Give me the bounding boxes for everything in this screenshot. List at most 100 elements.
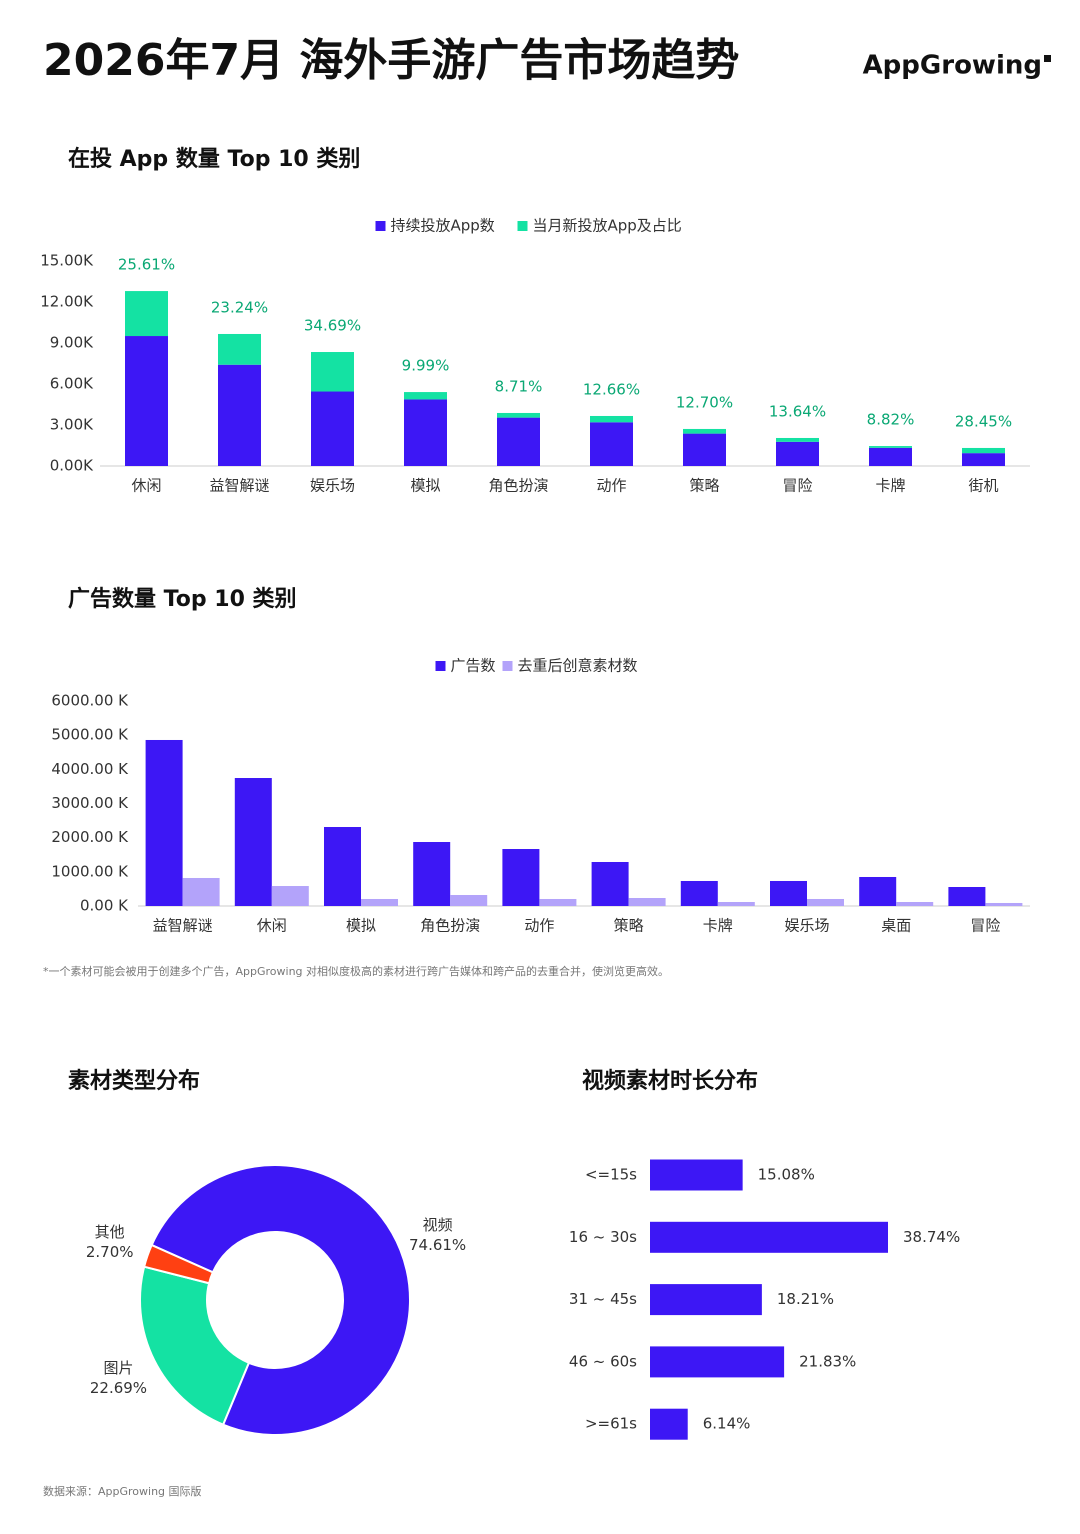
y-tick-label: 3.00K	[50, 416, 94, 434]
source: 数据来源：AppGrowing 国际版	[43, 1484, 202, 1498]
slice-label: 图片	[103, 1359, 133, 1377]
bar	[502, 849, 540, 906]
bar-segment	[962, 453, 1005, 466]
value-label: 6.14%	[703, 1415, 751, 1433]
share-label: 8.71%	[495, 377, 543, 395]
y-tick-label: 6000.00 K	[51, 692, 129, 710]
y-tick-label: 15.00K	[40, 252, 94, 270]
legend-label: 广告数	[451, 657, 496, 675]
chart-title: 视频素材时长分布	[582, 1068, 758, 1094]
bar-segment	[776, 441, 819, 466]
bar	[859, 876, 897, 906]
bar	[413, 842, 451, 906]
share-label: 13.64%	[769, 402, 826, 420]
bar	[650, 1159, 743, 1191]
chart-title: 在投 App 数量 Top 10 类别	[68, 146, 360, 172]
x-tick-label: 娱乐场	[784, 917, 829, 935]
share-label: 12.66%	[583, 380, 640, 398]
bar	[680, 880, 718, 906]
bar-segment	[683, 433, 726, 466]
bar-segment	[218, 333, 261, 365]
bar	[650, 1221, 888, 1253]
legend-label: 当月新投放App及占比	[533, 217, 682, 235]
bar	[717, 902, 755, 906]
x-tick-label: 动作	[524, 917, 554, 935]
footnote: *一个素材可能会被用于创建多个广告，AppGrowing 对相似度极高的素材进行…	[43, 964, 669, 978]
bar	[948, 887, 986, 906]
x-tick-label: 休闲	[131, 477, 161, 495]
bar-segment	[590, 415, 633, 423]
share-label: 28.45%	[955, 412, 1012, 430]
bar	[650, 1284, 762, 1316]
bar	[234, 778, 272, 906]
share-label: 8.82%	[867, 411, 915, 429]
y-tick-label: 4000.00 K	[51, 760, 129, 778]
bar-segment	[311, 352, 354, 392]
slice-value: 22.69%	[90, 1379, 147, 1397]
x-tick-label: 街机	[968, 477, 998, 495]
y-tick-label: 16 ~ 30s	[569, 1228, 637, 1246]
slice-value: 74.61%	[409, 1236, 466, 1254]
bar	[324, 827, 361, 906]
bar	[628, 898, 666, 906]
x-tick-label: 模拟	[410, 477, 440, 495]
y-tick-label: 3000.00 K	[51, 794, 129, 812]
bar-segment	[683, 428, 726, 434]
value-label: 38.74%	[903, 1228, 960, 1246]
x-tick-label: 卡牌	[703, 917, 733, 935]
value-label: 21.83%	[799, 1352, 856, 1370]
bar-segment	[218, 364, 261, 466]
bar-segment	[590, 422, 633, 466]
slice-label: 其他	[95, 1223, 125, 1241]
x-tick-label: 模拟	[346, 917, 376, 935]
share-label: 9.99%	[402, 357, 450, 375]
donut-slice	[139, 1265, 251, 1426]
y-tick-label: 5000.00 K	[51, 726, 129, 744]
slice-label: 视频	[423, 1216, 453, 1234]
y-tick-label: 46 ~ 60s	[569, 1352, 637, 1370]
slice-value: 2.70%	[86, 1243, 134, 1261]
x-tick-label: 娱乐场	[310, 477, 355, 495]
y-tick-label: 31 ~ 45s	[569, 1290, 637, 1308]
x-tick-label: 角色扮演	[420, 917, 480, 935]
bar-segment	[497, 417, 540, 466]
bar	[539, 898, 577, 906]
x-tick-label: 卡牌	[875, 477, 905, 495]
x-tick-label: 益智解谜	[209, 477, 269, 495]
y-tick-label: 12.00K	[40, 293, 94, 311]
bar	[650, 1408, 688, 1440]
chart-title: 广告数量 Top 10 类别	[68, 586, 297, 612]
share-label: 25.61%	[118, 256, 175, 274]
bar	[807, 898, 844, 906]
value-label: 15.08%	[758, 1166, 815, 1184]
bar-segment	[125, 336, 168, 466]
legend-swatch	[517, 221, 528, 231]
bar	[770, 880, 807, 906]
donut-slice	[142, 1243, 215, 1285]
y-tick-label: <=15s	[585, 1166, 637, 1184]
bar	[271, 886, 309, 906]
bar	[361, 898, 398, 906]
x-tick-label: 休闲	[257, 917, 287, 935]
bar-segment	[497, 412, 540, 418]
legend-label: 持续投放App数	[391, 217, 495, 235]
value-label: 18.21%	[777, 1290, 834, 1308]
x-tick-label: 动作	[596, 477, 626, 495]
bar	[650, 1346, 785, 1378]
share-label: 23.24%	[211, 298, 268, 316]
y-tick-label: 0.00K	[50, 457, 94, 475]
page-title: 2026年7月 海外手游广告市场趋势	[43, 35, 739, 86]
bar-segment	[404, 392, 447, 400]
y-tick-label: >=61s	[585, 1415, 637, 1433]
logo: AppGrowing	[863, 51, 1042, 81]
bar-segment	[776, 437, 819, 442]
bar-segment	[125, 291, 168, 337]
bar	[985, 902, 1023, 906]
bar	[896, 902, 934, 906]
y-tick-label: 6.00K	[50, 375, 94, 393]
bar-segment	[869, 447, 912, 466]
share-label: 12.70%	[676, 393, 733, 411]
y-tick-label: 2000.00 K	[51, 828, 129, 846]
bar	[591, 861, 629, 906]
